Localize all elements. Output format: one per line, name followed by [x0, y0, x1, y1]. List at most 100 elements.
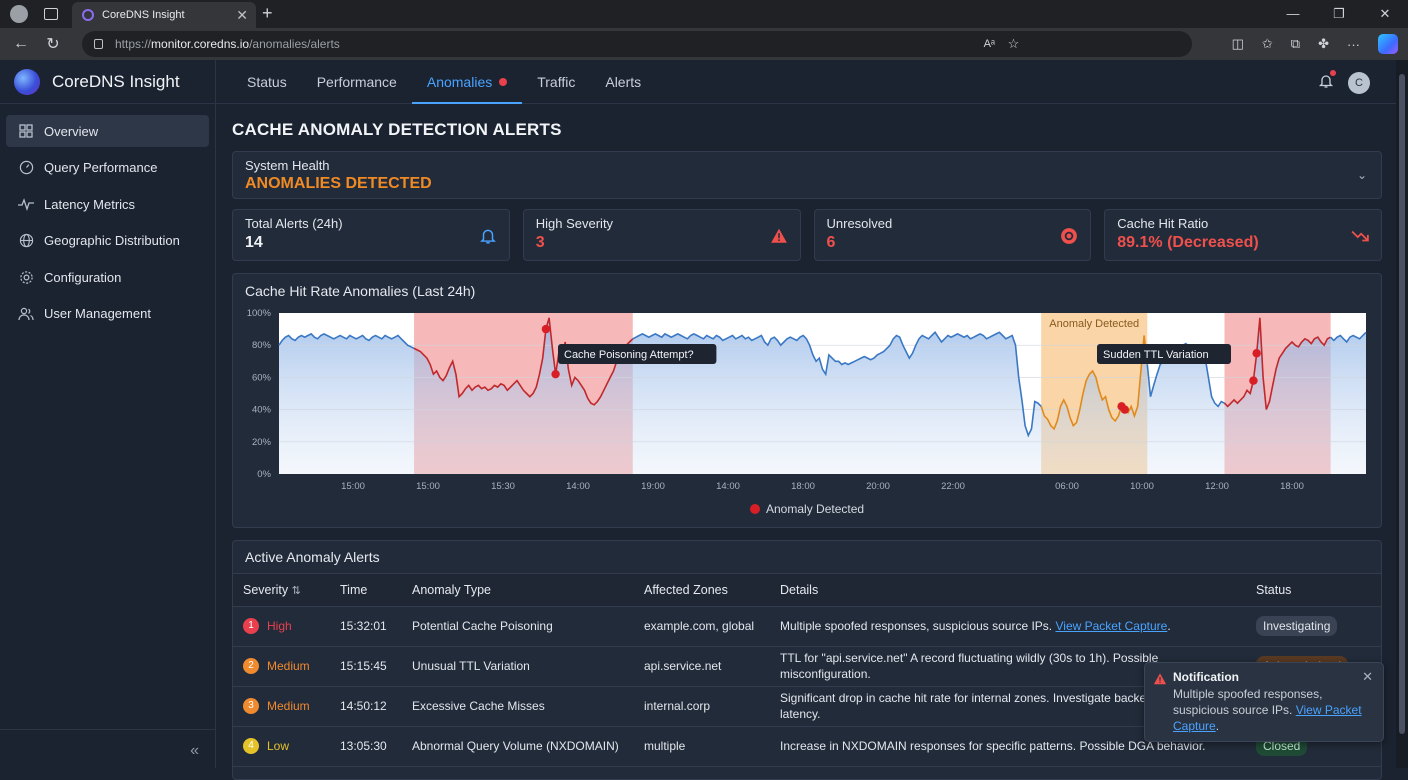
system-health-panel[interactable]: System Health ANOMALIES DETECTED ⌄ [232, 151, 1382, 199]
more-menu-icon[interactable]: ··· [1347, 36, 1360, 52]
sidebar-item-configuration[interactable]: Configuration [6, 261, 209, 293]
window-controls: — ❐ ✕ [1270, 0, 1408, 28]
column-header-affected-zones[interactable]: Affected Zones [634, 574, 770, 607]
column-header-status[interactable]: Status [1246, 574, 1381, 607]
favorites-icon[interactable]: ✩ [1261, 36, 1273, 51]
x-tick-label: 10:00 [1130, 481, 1154, 492]
profile-avatar[interactable] [10, 5, 28, 23]
close-tab-icon[interactable]: ✕ [236, 7, 248, 23]
annotation-ttl-variation-box [1097, 344, 1231, 364]
sidebar-item-latency-metrics[interactable]: Latency Metrics [6, 188, 209, 220]
address-bar[interactable]: https://monitor.coredns.io/anomalies/ale… [82, 31, 1192, 57]
extensions-icon[interactable]: ✤ [1318, 36, 1329, 51]
copilot-icon[interactable] [1378, 34, 1398, 54]
anomaly-point[interactable] [1120, 405, 1130, 414]
severity-label: High [267, 619, 292, 633]
severity-rank-badge: 2 [243, 658, 259, 674]
notification-toast: Notification Multiple spoofed responses,… [1144, 662, 1384, 742]
stat-high-severity: High Severity 3 [522, 209, 801, 261]
severity-cell: 1 High [233, 606, 330, 647]
y-tick-label: 100% [247, 308, 272, 319]
notification-bell-icon[interactable] [1318, 73, 1334, 89]
tab-alerts[interactable]: Alerts [590, 60, 656, 103]
tab-actions-icon[interactable] [44, 8, 58, 20]
toast-packet-capture-link[interactable]: View Packet Capture [1173, 703, 1362, 733]
anomaly-point[interactable] [1249, 376, 1258, 385]
app-root: CoreDNS Insight Overview Query Performan… [0, 60, 1396, 780]
sidebar-item-user-management[interactable]: User Management [6, 298, 209, 330]
sidebar-item-label: Latency Metrics [44, 196, 136, 212]
collapse-sidebar-icon[interactable]: « [190, 742, 199, 759]
status-cell: Investigating [1246, 606, 1381, 647]
toast-message: Multiple spoofed responses, suspicious s… [1173, 687, 1323, 717]
severity-label: Low [267, 739, 290, 753]
table-row[interactable]: 4 Low 13:05:30 Abnormal Query Volume (NXDOM… [233, 726, 1381, 767]
trend-down-icon [1351, 230, 1369, 242]
stat-cache-hit-ratio: Cache Hit Ratio 89.1% (Decreased) [1104, 209, 1382, 261]
chart-title: Cache Hit Rate Anomalies (Last 24h) [245, 283, 476, 299]
column-header-anomaly-type[interactable]: Anomaly Type [402, 574, 634, 607]
user-avatar[interactable]: C [1348, 72, 1370, 94]
severity-rank-badge: 3 [243, 698, 259, 714]
series-line [1330, 331, 1367, 344]
tab-label: Performance [316, 73, 397, 90]
scrollbar-thumb[interactable] [1399, 74, 1405, 734]
tab-traffic[interactable]: Traffic [522, 60, 590, 103]
maximize-icon[interactable]: ❐ [1333, 6, 1345, 21]
stat-unresolved: Unresolved 6 [813, 209, 1092, 261]
active-alerts-panel: Active Anomaly Alerts Severity ⇅ Time An… [232, 540, 1382, 780]
tab-anomalies[interactable]: Anomalies [411, 60, 523, 104]
details-text: Multiple spoofed responses, suspicious s… [780, 619, 1056, 633]
bell-icon [479, 229, 496, 244]
stat-label: Total Alerts (24h) [245, 216, 343, 231]
tab-label: Alerts [605, 73, 642, 90]
refresh-icon[interactable]: ↻ [46, 36, 60, 53]
sidebar-item-label: User Management [44, 306, 151, 321]
tab-status[interactable]: Status [232, 60, 302, 103]
column-header-time[interactable]: Time [330, 574, 402, 607]
chevron-down-icon[interactable]: ⌄ [1356, 168, 1367, 182]
main-content: CACHE ANOMALY DETECTION ALERTS System He… [232, 104, 1382, 780]
browser-tab[interactable]: CoreDNS Insight ✕ [72, 2, 256, 28]
y-tick-label: 20% [252, 437, 272, 448]
toast-title: Notification [1173, 670, 1239, 684]
alert-dot-icon [499, 77, 508, 86]
close-icon[interactable]: ✕ [1362, 669, 1373, 684]
page-scrollbar[interactable] [1396, 60, 1408, 768]
favorite-star-icon[interactable]: ☆ [1007, 36, 1020, 51]
split-screen-icon[interactable]: ◫ [1231, 36, 1244, 51]
series-line [632, 331, 1042, 438]
column-header-details[interactable]: Details [770, 574, 1246, 607]
close-window-icon[interactable]: ✕ [1379, 6, 1391, 21]
back-icon[interactable]: ← [13, 35, 29, 52]
time-cell: 13:05:30 [330, 726, 402, 767]
series-line [278, 332, 415, 350]
new-tab-icon[interactable]: + [262, 3, 273, 23]
series-line [1040, 335, 1149, 431]
alert-circle-icon [1061, 228, 1078, 244]
anomaly-point[interactable] [1252, 349, 1261, 358]
collections-icon[interactable]: ⧉ [1290, 36, 1301, 51]
table-row[interactable]: 1 High 15:32:01 Potential Cache Poisoning ex… [233, 606, 1381, 647]
x-tick-label: 18:00 [791, 481, 815, 492]
sidebar-item-geographic-distribution[interactable]: Geographic Distribution [6, 225, 209, 257]
packet-capture-link[interactable]: View Packet Capture [1055, 619, 1168, 633]
anomaly-point[interactable] [541, 324, 551, 334]
sort-icon[interactable]: ⇅ [291, 584, 301, 597]
url-path: /anomalies/alerts [249, 37, 340, 51]
column-header-severity[interactable]: Severity ⇅ [233, 574, 330, 607]
y-tick-label: 40% [252, 405, 272, 416]
cache-hit-chart: 0% 20% 40% 60% 80% 100% 15:00 15:00 15:30 14:00 1… [247, 308, 1367, 516]
anomaly-point[interactable] [551, 369, 560, 379]
sidebar-item-query-performance[interactable]: Query Performance [6, 152, 209, 184]
x-tick-label: 14:00 [566, 481, 590, 492]
tab-performance[interactable]: Performance [302, 60, 412, 103]
sidebar-item-overview[interactable]: Overview [6, 115, 209, 147]
x-tick-label: 19:00 [641, 481, 665, 492]
read-aloud-icon[interactable]: Aᵃ [983, 38, 996, 50]
sidebar-menu: Overview Query Performance Latency Metri… [0, 115, 215, 330]
details-text: Increase in NXDOMAIN responses for speci… [780, 739, 1206, 753]
area-fill [279, 317, 1366, 474]
minimize-icon[interactable]: — [1286, 6, 1300, 21]
series-line [1223, 317, 1331, 410]
